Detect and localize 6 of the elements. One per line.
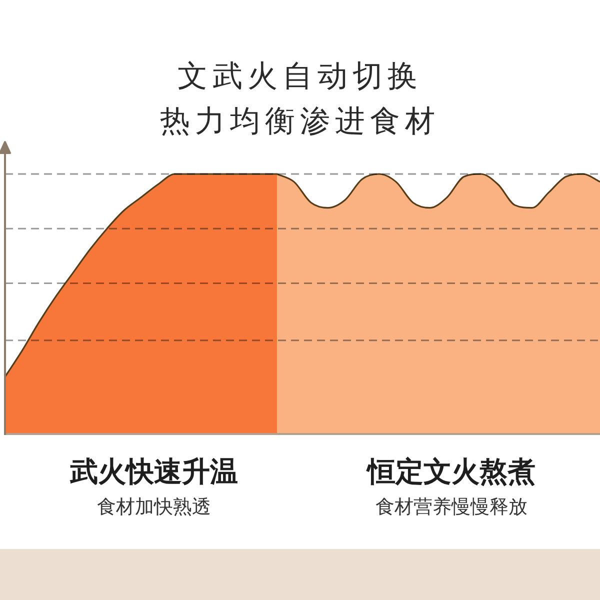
text: 食材营养慢慢释放 <box>375 496 528 518</box>
chart-subtitle: 热力均衡渗进食材 <box>160 104 440 139</box>
series-label: 武火快速升温 <box>68 455 238 488</box>
chart-title: 文武火自动切换 <box>178 59 422 94</box>
series-label: 恒定文火熬煮 <box>365 455 536 488</box>
text: 食材加快熟透 <box>96 496 211 518</box>
